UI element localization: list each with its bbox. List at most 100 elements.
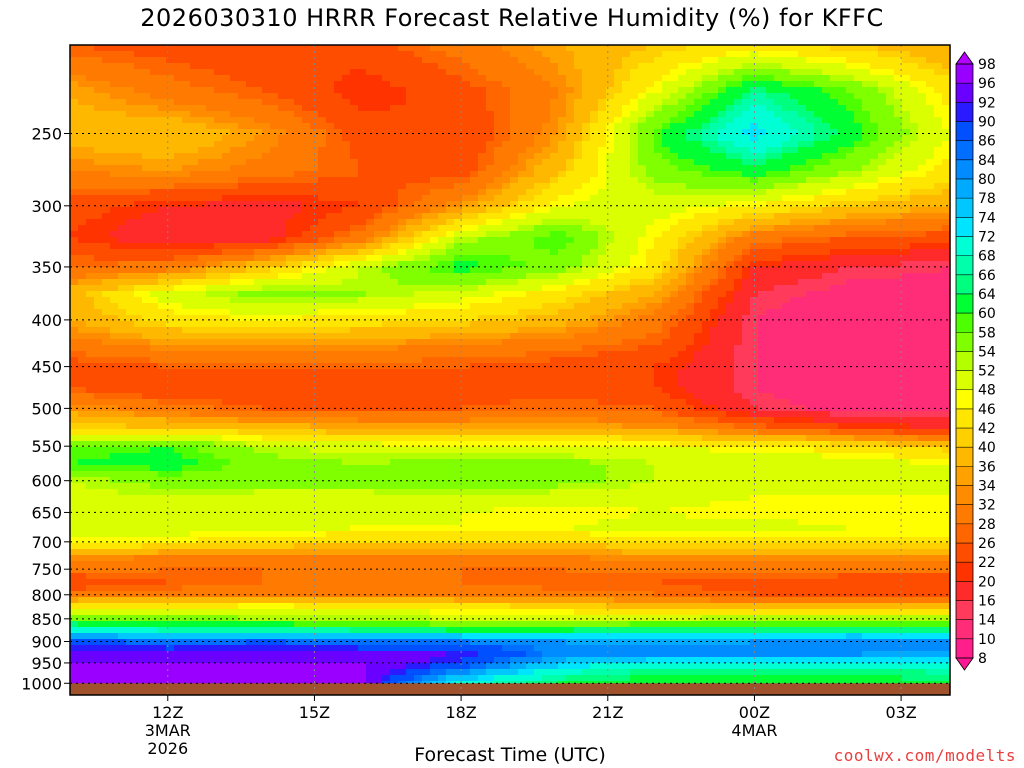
heatmap-cell <box>670 105 679 112</box>
heatmap-cell <box>446 255 455 262</box>
heatmap-cell <box>526 261 535 268</box>
heatmap-cell <box>78 195 87 202</box>
heatmap-cell <box>398 51 407 58</box>
heatmap-cell <box>254 213 263 220</box>
heatmap-cell <box>350 303 359 310</box>
heatmap-cell <box>598 81 607 88</box>
heatmap-cell <box>902 129 911 136</box>
heatmap-cell <box>702 291 711 298</box>
heatmap-cell <box>366 123 375 130</box>
heatmap-cell <box>278 57 287 64</box>
heatmap-cell <box>374 291 383 298</box>
heatmap-cell <box>918 249 927 256</box>
heatmap-cell <box>94 135 103 142</box>
heatmap-cell <box>774 99 783 106</box>
heatmap-cell <box>886 207 895 214</box>
heatmap-cell <box>454 117 463 124</box>
heatmap-cell <box>230 135 239 142</box>
heatmap-cell <box>214 93 223 100</box>
heatmap-cell <box>390 273 399 280</box>
heatmap-cell <box>134 45 143 52</box>
heatmap-cell <box>86 243 95 250</box>
heatmap-cell <box>758 291 767 298</box>
heatmap-cell <box>742 57 751 64</box>
heatmap-cell <box>70 177 79 184</box>
heatmap-cell <box>694 159 703 166</box>
heatmap-cell <box>902 207 911 214</box>
heatmap-cell <box>206 99 215 106</box>
heatmap-cell <box>878 231 887 238</box>
heatmap-cell <box>446 63 455 70</box>
heatmap-cell <box>614 129 623 136</box>
heatmap-cell <box>230 81 239 88</box>
heatmap-cell <box>118 267 127 274</box>
heatmap-cell <box>510 135 519 142</box>
heatmap-cell <box>582 93 591 100</box>
heatmap-cell <box>206 273 215 280</box>
heatmap-cell <box>846 129 855 136</box>
heatmap-cell <box>710 267 719 274</box>
heatmap-cell <box>270 63 279 70</box>
heatmap-cell <box>334 195 343 202</box>
heatmap-cell <box>246 165 255 172</box>
heatmap-cell <box>870 171 879 178</box>
heatmap-cell <box>278 87 287 94</box>
heatmap-cell <box>654 201 663 208</box>
heatmap-cell <box>870 273 879 280</box>
heatmap-cell <box>86 153 95 160</box>
heatmap-cell <box>398 75 407 82</box>
heatmap-cell <box>862 93 871 100</box>
heatmap-cell <box>582 189 591 196</box>
heatmap-cell <box>670 45 679 52</box>
heatmap-cell <box>670 177 679 184</box>
heatmap-cell <box>654 93 663 100</box>
heatmap-cell <box>646 231 655 238</box>
heatmap-cell <box>582 117 591 124</box>
heatmap-cell <box>838 195 847 202</box>
heatmap-cell <box>798 237 807 244</box>
heatmap-cell <box>310 249 319 256</box>
heatmap-cell <box>782 57 791 64</box>
heatmap-cell <box>838 243 847 250</box>
heatmap-cell <box>454 279 463 286</box>
heatmap-cell <box>230 219 239 226</box>
heatmap-cell <box>406 315 415 322</box>
heatmap-cell <box>494 159 503 166</box>
heatmap-cell <box>334 171 343 178</box>
heatmap-cell <box>830 159 839 166</box>
heatmap-cell <box>694 87 703 94</box>
heatmap-cell <box>166 123 175 130</box>
heatmap-cell <box>422 129 431 136</box>
heatmap-cell <box>462 171 471 178</box>
heatmap-cell <box>206 105 215 112</box>
heatmap-cell <box>246 129 255 136</box>
heatmap-cell <box>126 45 135 52</box>
heatmap-cell <box>662 231 671 238</box>
heatmap-cell <box>310 285 319 292</box>
heatmap-cell <box>574 57 583 64</box>
heatmap-cell <box>470 81 479 88</box>
heatmap-cell <box>398 87 407 94</box>
heatmap-cell <box>614 267 623 274</box>
heatmap-cell <box>422 249 431 256</box>
heatmap-cell <box>286 291 295 298</box>
heatmap-cell <box>894 177 903 184</box>
heatmap-cell <box>206 159 215 166</box>
heatmap-cell <box>838 117 847 124</box>
heatmap-cell <box>102 123 111 130</box>
heatmap-cell <box>486 189 495 196</box>
heatmap-cell <box>542 261 551 268</box>
heatmap-cell <box>926 231 935 238</box>
heatmap-cell <box>190 243 199 250</box>
heatmap-cell <box>150 165 159 172</box>
heatmap-cell <box>806 165 815 172</box>
heatmap-cell <box>246 291 255 298</box>
heatmap-cell <box>230 189 239 196</box>
heatmap-cell <box>526 267 535 274</box>
heatmap-cell <box>870 117 879 124</box>
heatmap-cell <box>78 123 87 130</box>
heatmap-cell <box>710 303 719 310</box>
heatmap-cell <box>190 225 199 232</box>
heatmap-cell <box>318 111 327 118</box>
heatmap-cell <box>278 225 287 232</box>
